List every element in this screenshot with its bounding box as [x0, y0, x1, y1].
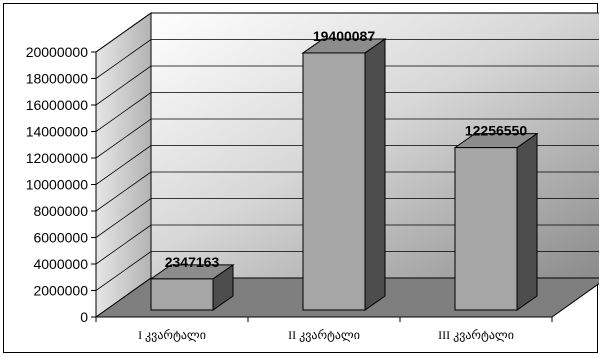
y-tick-label: 16000000: [26, 97, 89, 113]
y-axis-ticks: 0 2000000 4000000 6000000 8000000 10000000 120…: [26, 44, 96, 325]
y-tick-label: 6000000: [33, 230, 88, 246]
bar: [149, 263, 235, 311]
y-tick-label: 4000000: [33, 256, 88, 272]
gridline: [95, 12, 599, 53]
chart-frame: 0 2000000 4000000 6000000 8000000 10000000 120…: [3, 3, 599, 353]
bars: [149, 37, 539, 311]
gridline: [95, 118, 599, 159]
gridline: [95, 145, 599, 185]
y-tick-label: 10000000: [26, 177, 89, 193]
bar: [453, 132, 539, 311]
y-tick-label: 18000000: [26, 71, 89, 87]
data-label: 19400087: [313, 28, 376, 44]
bar-side: [364, 37, 386, 311]
gridline: [95, 65, 599, 106]
x-axis-labels: I კვარტალი II კვარტალი III კვარტალი: [138, 328, 514, 342]
y-tick-label: 2000000: [33, 283, 88, 299]
bar: [301, 37, 387, 311]
bar-side: [516, 132, 538, 311]
bar-front: [302, 52, 366, 311]
data-labels: 2347163 19400087 12256550: [165, 28, 528, 270]
bar-front: [454, 147, 518, 311]
y-tick-label: 20000000: [26, 44, 89, 60]
gridline: [95, 39, 599, 79]
bar-front: [150, 278, 214, 311]
bar-chart: 0 2000000 4000000 6000000 8000000 10000000 120…: [26, 12, 599, 342]
data-label: 12256550: [465, 123, 528, 139]
y-tick-label: 8000000: [33, 203, 88, 219]
y-tick-label: 0: [80, 309, 88, 325]
x-category-label: II კვარტალი: [288, 328, 360, 342]
x-category-label: I კვარტალი: [138, 328, 206, 342]
y-tick-label: 14000000: [26, 124, 89, 140]
data-label: 2347163: [165, 254, 220, 270]
y-tick-label: 12000000: [26, 150, 89, 166]
gridline: [95, 92, 599, 132]
x-category-label: III კვარტალი: [438, 328, 514, 342]
